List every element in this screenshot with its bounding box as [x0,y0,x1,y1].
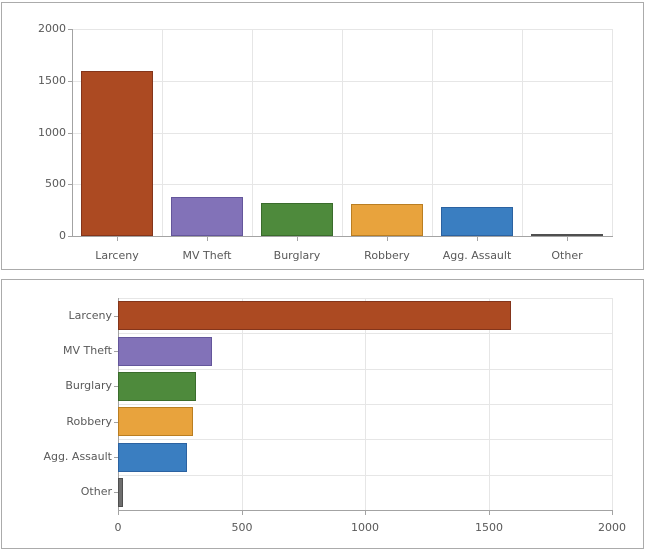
gridline-vertical [612,298,613,510]
gridline-vertical [432,29,433,236]
y-axis-tick [68,29,72,30]
category-label: Other [80,485,112,498]
category-axis-tick [207,237,208,241]
hbar-other[interactable] [118,478,123,507]
column-bar-robbery[interactable] [351,204,423,236]
category-label: Burglary [65,379,112,392]
gridline-vertical [522,29,523,236]
category-label: Other [551,249,583,262]
hbar-burglary[interactable] [118,372,196,401]
x-axis-tick-label: 500 [231,521,253,534]
category-label: Agg. Assault [43,450,112,463]
category-axis-tick [114,422,118,423]
gridline-vertical [365,298,366,510]
x-axis-line [118,510,613,511]
y-axis-tick-label: 1500 [38,74,66,87]
y-axis-tick-label: 0 [59,229,66,242]
category-axis-tick [477,237,478,241]
x-axis-tick [118,511,119,515]
y-axis-tick-label: 1000 [38,126,66,139]
y-axis-tick [68,236,72,237]
category-label: Agg. Assault [442,249,512,262]
category-axis-tick [387,237,388,241]
y-axis-tick-label: 500 [45,177,66,190]
x-axis-line [72,236,613,237]
category-label: MV Theft [63,344,112,357]
column-bar-other[interactable] [531,234,603,236]
column-bar-larceny[interactable] [81,71,153,236]
x-axis-tick-label: 0 [114,521,122,534]
category-axis-tick [114,457,118,458]
y-axis-line [118,298,119,511]
gridline-vertical [342,29,343,236]
category-label: Burglary [273,249,321,262]
x-axis-tick [489,511,490,515]
category-axis-tick [114,351,118,352]
column-bar-burglary[interactable] [261,203,333,236]
category-label: Robbery [364,249,410,262]
x-axis-tick [242,511,243,515]
y-axis-tick [68,184,72,185]
x-axis-tick-label: 1000 [351,521,379,534]
x-axis-tick-label: 1500 [475,521,503,534]
y-axis-tick [68,81,72,82]
category-axis-tick [114,492,118,493]
hbar-agg-assault[interactable] [118,443,187,472]
column-bar-agg-assault[interactable] [441,207,513,236]
category-axis-tick [567,237,568,241]
gridline-vertical [242,298,243,510]
x-axis-tick [612,511,613,515]
y-axis-tick [68,133,72,134]
x-axis-tick [365,511,366,515]
gridline-vertical [252,29,253,236]
x-axis-tick-label: 2000 [598,521,626,534]
category-label: Robbery [66,415,112,428]
category-axis-tick [114,386,118,387]
gridline-vertical [612,29,613,236]
gridline-vertical [489,298,490,510]
hbar-mv-theft[interactable] [118,337,212,366]
column-bar-mv-theft[interactable] [171,197,243,236]
category-axis-tick [117,237,118,241]
y-axis-tick-label: 2000 [38,22,66,35]
category-label: Larceny [95,249,139,262]
category-axis-tick [114,316,118,317]
category-label: MV Theft [182,249,232,262]
category-axis-tick [297,237,298,241]
category-label: Larceny [68,309,112,322]
hbar-robbery[interactable] [118,407,193,436]
y-axis-line [72,29,73,237]
gridline-vertical [162,29,163,236]
hbar-larceny[interactable] [118,301,511,330]
